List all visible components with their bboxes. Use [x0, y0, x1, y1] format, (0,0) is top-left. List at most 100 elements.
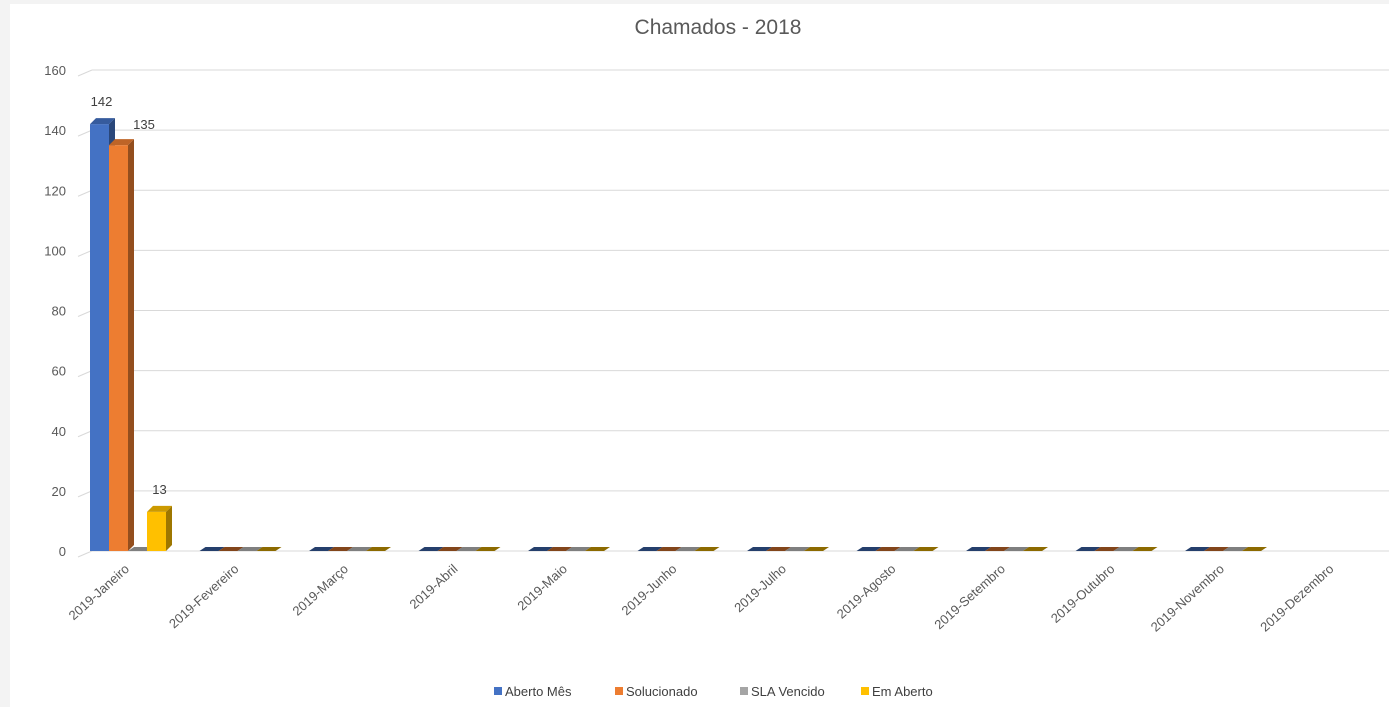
gridline-edge [77, 249, 93, 257]
bar-zero-slab [804, 547, 829, 551]
legend-label: Em Aberto [872, 684, 933, 699]
bar-zero-slab [656, 547, 682, 551]
bar-zero-slab [128, 547, 153, 551]
bar-zero-slab [218, 547, 244, 551]
bar-aberto-m-s-3 [418, 547, 444, 551]
bar-sla-vencido-8 [1004, 547, 1029, 551]
bar-zero-slab [456, 547, 482, 551]
bar-zero-slab [309, 547, 334, 551]
bar-aberto-m-s-1 [199, 547, 225, 551]
x-tick-label: 2019-Março [289, 561, 351, 619]
bar-solucionado-10 [1204, 547, 1229, 551]
legend-item: SLA Vencido [740, 684, 825, 699]
bar-zero-slab [966, 547, 991, 551]
legend-swatch [615, 687, 623, 695]
data-label: 142 [91, 94, 113, 109]
bar-em-aberto-0 [147, 505, 172, 551]
y-tick-label: 100 [44, 243, 66, 258]
bar-zero-slab [1204, 547, 1229, 551]
bar-zero-slab [237, 547, 263, 551]
bar-top [109, 139, 134, 146]
bars-layer [90, 118, 1267, 552]
bar-aberto-m-s-9 [1075, 547, 1101, 551]
legend-label: Aberto Mês [505, 684, 572, 699]
bar-em-aberto-3 [475, 547, 501, 551]
y-tick-label: 40 [52, 424, 66, 439]
gridline-edge [77, 370, 93, 378]
bar-front [147, 511, 166, 551]
bar-zero-slab [913, 547, 939, 551]
gridline-edge [77, 129, 93, 137]
bar-zero-slab [1185, 547, 1210, 551]
x-tick-label: 2019-Dezembro [1257, 561, 1336, 635]
bar-zero-slab [437, 547, 463, 551]
y-tick-label: 160 [44, 63, 66, 78]
legend-label: Solucionado [626, 684, 698, 699]
x-tick-label: 2019-Setembro [931, 561, 1008, 632]
bar-aberto-m-s-2 [309, 547, 334, 551]
legend-label: SLA Vencido [751, 684, 825, 699]
bar-zero-slab [585, 547, 610, 551]
legend-item: Em Aberto [861, 684, 933, 699]
chart-title: Chamados - 2018 [635, 16, 802, 39]
x-tick-label: 2019-Maio [514, 561, 570, 613]
bar-solucionado-5 [656, 547, 682, 551]
bar-sla-vencido-2 [347, 547, 372, 551]
x-tick-label: 2019-Junho [618, 561, 679, 618]
bar-zero-slab [747, 547, 772, 551]
bar-em-aberto-1 [256, 547, 282, 551]
x-tick-label: 2019-Novembro [1148, 561, 1227, 635]
x-tick-label: 2019-Fevereiro [166, 561, 242, 631]
x-tick-label: 2019-Abril [406, 561, 460, 612]
bar-zero-slab [328, 547, 353, 551]
bar-zero-slab [894, 547, 920, 551]
bar-zero-slab [566, 547, 591, 551]
bar-sla-vencido-4 [566, 547, 591, 551]
bar-aberto-m-s-7 [856, 547, 882, 551]
bar-zero-slab [418, 547, 444, 551]
bar-zero-slab [1113, 547, 1139, 551]
bar-zero-slab [875, 547, 901, 551]
bar-em-aberto-2 [366, 547, 391, 551]
x-tick-label: 2019-Agosto [834, 561, 899, 621]
data-labels-layer: 142 135 13 [91, 94, 167, 497]
bar-zero-slab [1223, 547, 1248, 551]
bar-sla-vencido-7 [894, 547, 920, 551]
bar-sla-vencido-1 [237, 547, 263, 551]
bar-front [90, 124, 109, 552]
grid-layer [77, 69, 1389, 558]
bar-zero-slab [766, 547, 791, 551]
bar-zero-slab [785, 547, 810, 551]
bar-aberto-m-s-8 [966, 547, 991, 551]
chart-area: Chamados - 2018 0 20 40 60 80 100 120 140 160 14… [10, 4, 1389, 707]
legend-swatch [494, 687, 502, 695]
bar-em-aberto-6 [804, 547, 829, 551]
bar-em-aberto-9 [1132, 547, 1158, 551]
bar-sla-vencido-5 [675, 547, 701, 551]
bar-side [128, 139, 134, 551]
bar-solucionado-0 [109, 139, 134, 551]
bar-aberto-m-s-4 [528, 547, 553, 551]
bar-zero-slab [1023, 547, 1048, 551]
x-tick-label: 2019-Outubro [1048, 561, 1118, 626]
bar-em-aberto-5 [694, 547, 720, 551]
legend: Aberto Mês Solucionado SLA Vencido Em Abert… [494, 684, 933, 699]
bar-zero-slab [366, 547, 391, 551]
bar-solucionado-3 [437, 547, 463, 551]
bar-zero-slab [475, 547, 501, 551]
bar-zero-slab [1242, 547, 1267, 551]
bar-em-aberto-4 [585, 547, 610, 551]
bar-top [90, 118, 115, 125]
gridline-edge [77, 550, 93, 558]
legend-item: Solucionado [615, 684, 698, 699]
bar-zero-slab [347, 547, 372, 551]
legend-swatch [861, 687, 869, 695]
bar-front [109, 145, 128, 551]
x-tick-label: 2019-Janeiro [66, 561, 132, 623]
bar-aberto-m-s-6 [747, 547, 772, 551]
bar-side [166, 505, 172, 551]
bar-sla-vencido-10 [1223, 547, 1248, 551]
bar-zero-slab [1094, 547, 1120, 551]
bar-top [147, 505, 172, 512]
gridline-edge [77, 310, 93, 317]
